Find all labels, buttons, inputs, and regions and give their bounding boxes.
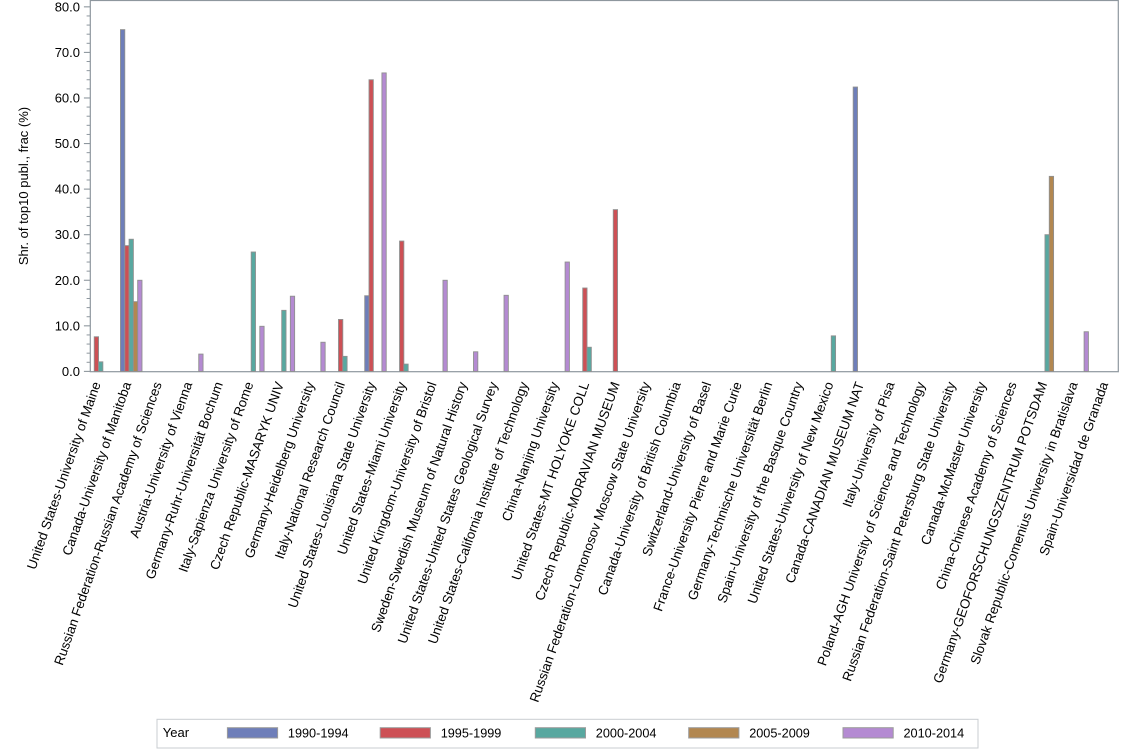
svg-text:1995-1999: 1995-1999 <box>441 726 502 740</box>
svg-text:30.0: 30.0 <box>55 227 80 242</box>
svg-text:40.0: 40.0 <box>55 182 80 197</box>
svg-text:2005-2009: 2005-2009 <box>749 726 810 740</box>
svg-text:2000-2004: 2000-2004 <box>596 726 657 740</box>
svg-text:0.0: 0.0 <box>62 364 80 379</box>
svg-text:10.0: 10.0 <box>55 318 80 333</box>
svg-text:1990-1994: 1990-1994 <box>288 726 349 740</box>
svg-text:50.0: 50.0 <box>55 136 80 151</box>
svg-text:80.0: 80.0 <box>55 0 80 14</box>
svg-text:Shr. of top10 publ., frac (%): Shr. of top10 publ., frac (%) <box>16 107 31 265</box>
svg-text:Year: Year <box>163 725 190 740</box>
svg-text:60.0: 60.0 <box>55 90 80 105</box>
svg-text:2010-2014: 2010-2014 <box>904 726 965 740</box>
svg-text:20.0: 20.0 <box>55 273 80 288</box>
svg-text:70.0: 70.0 <box>55 45 80 60</box>
